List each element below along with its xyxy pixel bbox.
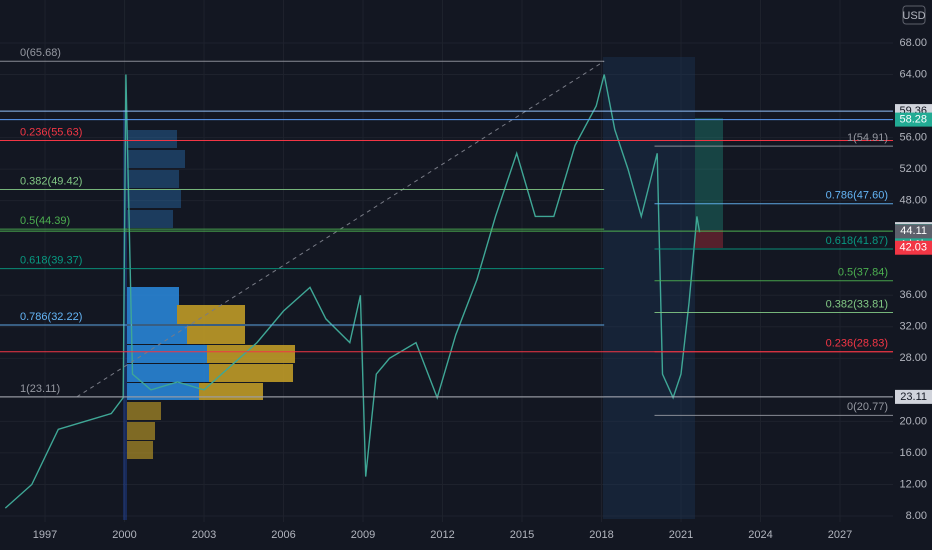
fib-label: 1(23.11)	[20, 383, 60, 395]
fib-label: 0.382(33.81)	[826, 298, 888, 310]
y-tick-label: 12.00	[899, 478, 927, 490]
y-tick-label: 16.00	[899, 447, 927, 459]
x-tick-label: 2009	[351, 529, 375, 541]
y-tick-label: 48.00	[899, 195, 927, 207]
profile-bar	[177, 305, 245, 324]
profile-bar	[187, 326, 245, 344]
price-tag-label: 58.28	[899, 114, 927, 126]
currency-box	[902, 5, 926, 25]
profile-bar	[127, 345, 207, 363]
profile-bar	[127, 383, 199, 400]
x-tick-label: 1997	[33, 529, 57, 541]
currency: USD	[902, 10, 925, 22]
price-axis	[893, 0, 932, 550]
fib-label: 0.236(55.63)	[20, 126, 82, 138]
axis-labels: 8.00 12.00 16.00 20.00 28.00 32.00 36.00 48.00 5…	[33, 37, 932, 541]
profile-bar	[127, 441, 153, 459]
profile-bar	[209, 364, 293, 382]
fib-label: 0(20.77)	[847, 401, 888, 413]
y-tick-label: 8.00	[906, 510, 927, 522]
price-line	[4, 74, 701, 509]
target-zone	[695, 118, 723, 230]
fib-label: 0.5(44.39)	[20, 215, 70, 227]
profile-bar	[127, 130, 177, 148]
price-tag-label: 23.11	[900, 391, 927, 403]
x-tick-label: 2006	[271, 529, 295, 541]
y-tick-label: 52.00	[899, 163, 927, 175]
profile-bar	[127, 305, 177, 324]
fib-label: 0.786(47.60)	[826, 190, 888, 202]
y-tick-label: 56.00	[899, 131, 927, 143]
y-tick-label: 68.00	[899, 37, 927, 49]
fib-label: 0(65.68)	[20, 47, 61, 59]
x-tick-label: 2021	[669, 529, 693, 541]
volume-profile	[127, 130, 295, 459]
profile-bar	[127, 287, 179, 305]
y-tick-label: 20.00	[899, 415, 927, 427]
x-tick-label: 2012	[430, 529, 454, 541]
fib-label: 0.786(32.22)	[20, 311, 82, 323]
x-tick-label: 2015	[510, 529, 534, 541]
price-tag	[895, 389, 932, 404]
profile-bar	[127, 422, 155, 440]
y-tick-label: 36.00	[899, 289, 927, 301]
fib-label: 0.618(39.37)	[20, 255, 82, 267]
price-tag-label: 44.11	[900, 225, 927, 237]
profile-bar	[127, 364, 209, 382]
plot: 0(65.68) 0.236(55.63) 0.382(49.42) 0.5(44.3…	[0, 47, 893, 509]
x-tick-label: 2027	[828, 529, 852, 541]
profile-bar	[127, 190, 181, 208]
range-zone	[603, 57, 695, 519]
fib-label: 1(54.91)	[847, 132, 888, 144]
price-tag	[895, 112, 932, 127]
y-tick-label: 64.00	[899, 68, 927, 80]
fib-label: 0.618(41.87)	[826, 235, 888, 247]
fib-label: 0.5(37.84)	[838, 267, 888, 279]
profile-bar	[127, 210, 173, 228]
profile-bar	[127, 326, 187, 344]
y-tick-label: 28.00	[899, 352, 927, 364]
profile-bar	[127, 170, 179, 188]
x-tick-label: 2003	[192, 529, 216, 541]
x-tick-label: 2024	[748, 529, 772, 541]
fib-label: 0.382(49.42)	[20, 175, 82, 187]
price-tag	[895, 224, 932, 239]
profile-bar	[207, 345, 295, 363]
profile-bar	[127, 402, 161, 420]
price-tag-label: 42.03	[899, 242, 927, 254]
profile-range	[123, 110, 127, 520]
y-tick-label: 32.00	[899, 321, 927, 333]
x-tick-label: 2018	[589, 529, 613, 541]
fib-label: 0.236(28.83)	[826, 338, 888, 350]
profile-bar	[127, 150, 185, 168]
profile-bar	[199, 383, 263, 400]
stop-zone	[695, 230, 723, 248]
price-tag	[895, 240, 932, 255]
x-tick-label: 2000	[112, 529, 136, 541]
